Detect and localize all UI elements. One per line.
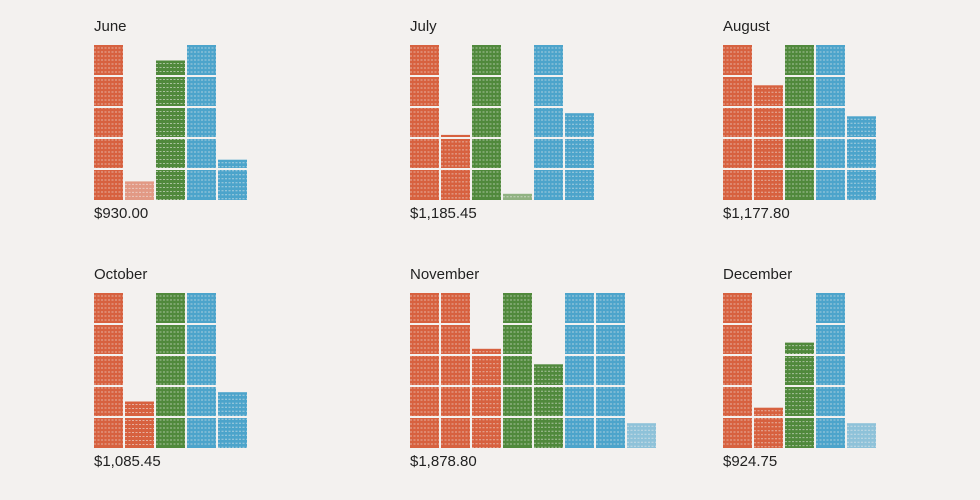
bar: [627, 423, 656, 448]
bar: [596, 293, 625, 448]
panel-total: $1,085.45: [94, 453, 161, 470]
bar: [816, 293, 845, 448]
bar: [785, 342, 814, 448]
bar: [847, 423, 876, 448]
bar: [534, 45, 563, 200]
bar: [816, 45, 845, 200]
panel-title: August: [723, 18, 770, 35]
bar: [187, 293, 216, 448]
bar: [156, 293, 185, 448]
bar: [503, 293, 532, 448]
bar: [503, 193, 532, 200]
bar: [441, 293, 470, 448]
bar-chart: [410, 45, 594, 200]
bar: [94, 293, 123, 448]
bar: [723, 293, 752, 448]
bar: [187, 45, 216, 200]
panel-total: $930.00: [94, 205, 149, 222]
bar-chart: [723, 45, 876, 200]
bar: [723, 45, 752, 200]
panel-total: $924.75: [723, 453, 778, 470]
bar: [125, 401, 154, 448]
bar: [754, 407, 783, 448]
bar-chart: [723, 293, 876, 448]
bar-chart: [94, 293, 247, 448]
bar-chart: [410, 293, 656, 449]
panel-total: $1,878.80: [410, 453, 477, 470]
bar: [472, 348, 501, 449]
bar: [565, 293, 594, 448]
panel-title: June: [94, 18, 127, 35]
bar: [785, 45, 814, 200]
bar: [441, 134, 470, 200]
bar: [125, 181, 154, 200]
bar: [472, 45, 501, 200]
bar: [218, 159, 247, 200]
panel-title: July: [410, 18, 437, 35]
bar: [754, 85, 783, 200]
bar: [156, 60, 185, 200]
bar-chart: [94, 45, 247, 200]
bar: [847, 116, 876, 200]
panel-title: December: [723, 266, 793, 283]
bar: [94, 45, 123, 200]
panel-title: November: [410, 266, 480, 283]
bar: [534, 364, 563, 448]
bar: [218, 392, 247, 448]
panel-total: $1,177.80: [723, 205, 790, 222]
bar: [410, 293, 439, 448]
panel-title: October: [94, 266, 148, 283]
bar: [565, 113, 594, 200]
panel-total: $1,185.45: [410, 205, 477, 222]
bar: [410, 45, 439, 200]
